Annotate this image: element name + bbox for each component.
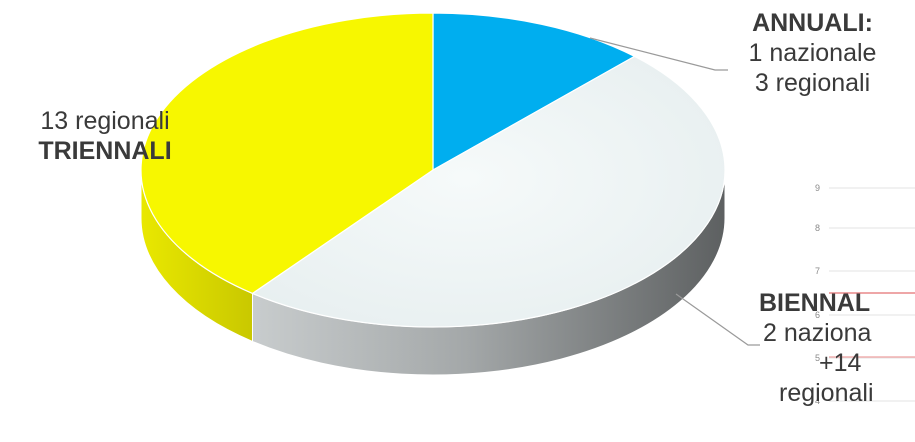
pie-slice-biennali — [251, 55, 726, 328]
pie-leader-lines — [589, 37, 760, 346]
label-triennali-line1: 13 regionali — [40, 107, 170, 135]
label-triennali-title: TRIENNALI — [38, 137, 172, 165]
background-chart-grid: 9 8 7 6 5 4 — [815, 183, 915, 406]
pie-slice-annuali — [432, 12, 636, 172]
label-triennali: 13 regionali TRIENNALI — [0, 106, 210, 166]
background-y-tick: 9 — [815, 183, 820, 193]
label-biennali-line3: regionali — [779, 379, 874, 407]
label-biennali-title: BIENNAL — [759, 289, 871, 317]
label-biennali-line1: 2 naziona — [763, 319, 872, 347]
background-y-tick: 5 — [815, 353, 820, 363]
background-line-chart: 9 8 7 6 5 4 — [815, 183, 915, 406]
label-annuali-line1: 1 nazionale — [748, 39, 877, 67]
leader-line-annuali — [589, 37, 728, 71]
background-y-tick: 6 — [815, 310, 820, 320]
label-annuali-line2: 3 regionali — [754, 69, 871, 97]
label-biennali-line2: +14 — [819, 349, 862, 377]
background-y-tick: 4 — [815, 396, 820, 406]
pie-tops — [140, 12, 726, 328]
background-y-tick: 7 — [815, 266, 820, 276]
label-annuali-title: ANNUALI: — [752, 9, 873, 37]
label-annuali: ANNUALI: 1 nazionale 3 regionali — [700, 8, 915, 98]
label-biennali: BIENNAL 2 naziona +14 regionali — [757, 288, 915, 408]
leader-line-biennali — [675, 293, 760, 346]
pie-slice-triennali — [140, 12, 434, 295]
background-y-tick: 8 — [815, 223, 820, 233]
